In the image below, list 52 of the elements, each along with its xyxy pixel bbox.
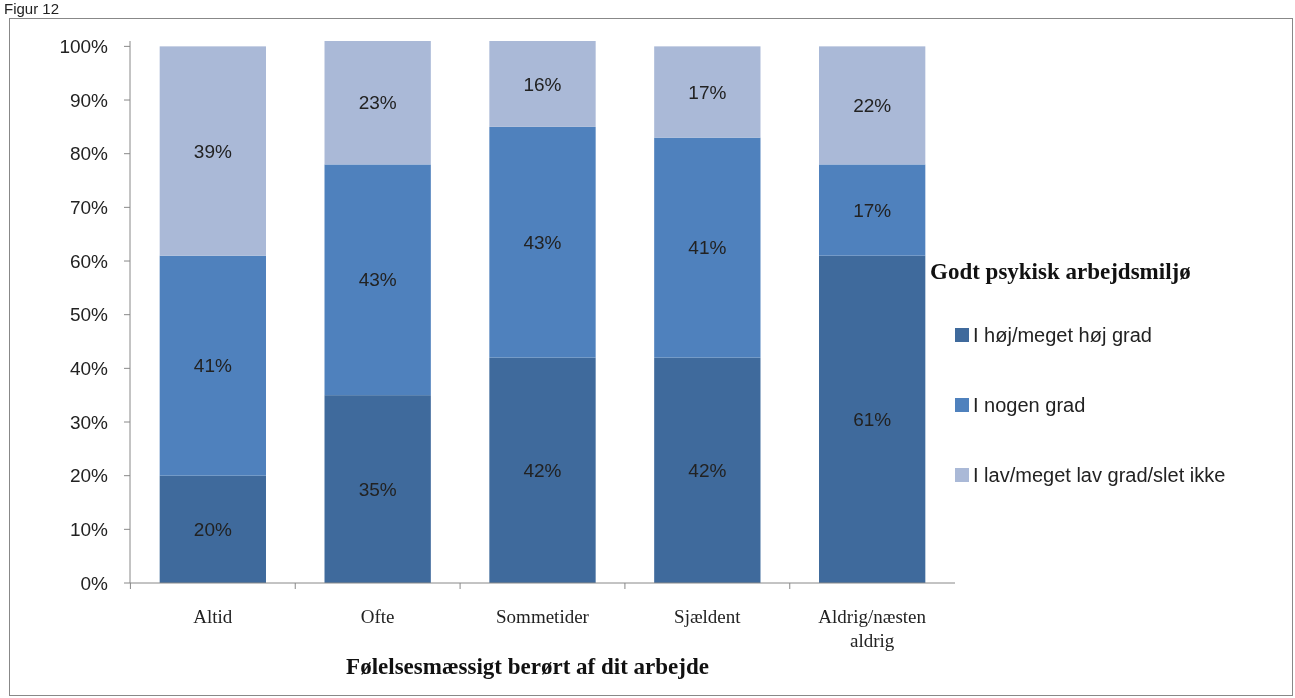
data-label: 42%: [688, 459, 727, 481]
legend-label: I nogen grad: [973, 394, 1086, 416]
y-tick-label: 20%: [69, 465, 109, 487]
data-label: 23%: [358, 92, 397, 114]
y-tick-label: 40%: [69, 358, 109, 379]
bar: [324, 41, 431, 165]
bar: [654, 46, 761, 138]
data-label: 35%: [358, 478, 397, 500]
x-tick-label: Sommetider: [496, 606, 590, 627]
x-tick-label: Ofte: [360, 606, 395, 627]
bar: [159, 255, 266, 476]
bar: [819, 46, 926, 165]
bar: [324, 395, 431, 583]
y-tick-label: 30%: [69, 411, 109, 433]
bar: [654, 137, 761, 358]
y-tick-label: 0%: [80, 572, 109, 594]
x-tick-label: Altid: [193, 606, 233, 627]
bar: [489, 357, 596, 583]
legend-label: I høj/meget høj grad: [973, 324, 1152, 346]
bar: [654, 357, 761, 583]
bar: [819, 164, 926, 256]
x-tick-label: Sjældent: [674, 606, 742, 627]
data-label: 61%: [853, 408, 892, 430]
data-label: 42%: [523, 459, 562, 481]
legend-label: I lav/meget lav grad/slet ikke: [973, 464, 1226, 486]
data-label: 41%: [688, 237, 727, 259]
y-tick-label: 50%: [69, 304, 109, 326]
bar: [819, 255, 926, 583]
data-label: 41%: [193, 355, 232, 377]
data-label: 39%: [193, 140, 232, 162]
data-label: 43%: [358, 269, 397, 291]
data-label: 20%: [193, 518, 232, 540]
y-tick-label: 60%: [69, 250, 109, 272]
bar: [159, 46, 266, 256]
y-tick-label: 90%: [69, 89, 109, 111]
data-label: 16%: [523, 73, 562, 95]
data-label: 17%: [853, 199, 892, 221]
data-label: 43%: [523, 231, 562, 253]
y-tick-label: 70%: [69, 197, 109, 219]
bar: [324, 164, 431, 396]
y-tick-label: 80%: [69, 143, 109, 165]
data-label: 22%: [853, 95, 892, 117]
y-tick-label: 100%: [59, 36, 109, 58]
x-axis-title: Følelsesmæssigt berørt af dit arbejde: [346, 654, 709, 679]
bar: [489, 41, 596, 127]
data-label: 17%: [688, 81, 727, 103]
bar: [489, 126, 596, 358]
y-tick-label: 10%: [69, 518, 109, 540]
legend-title: Godt psykisk arbejdsmiljø: [930, 259, 1191, 284]
chart-title: Figur 12: [4, 0, 60, 17]
x-tick-label: Aldrig/næsten aldrig: [818, 606, 927, 651]
bar: [159, 475, 266, 583]
